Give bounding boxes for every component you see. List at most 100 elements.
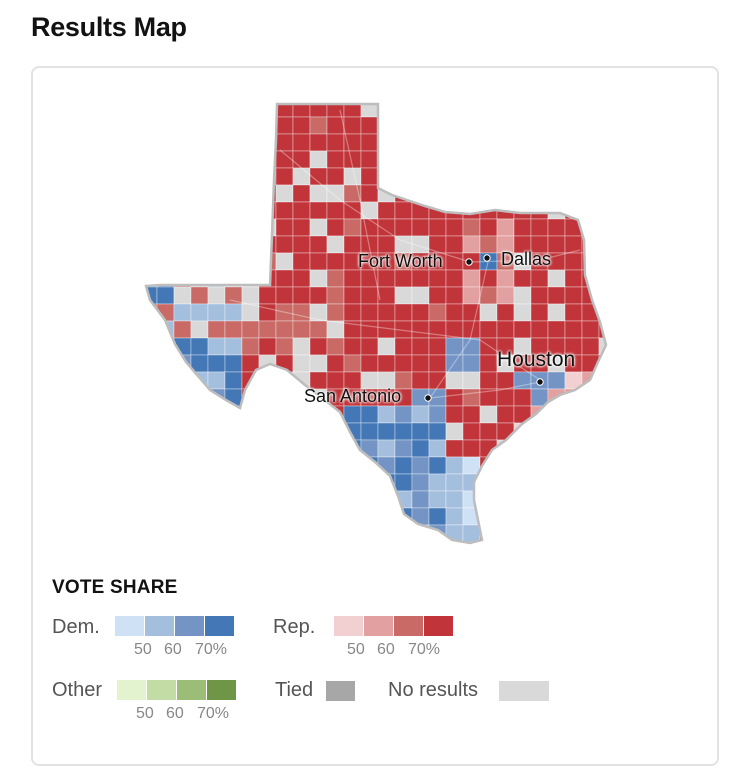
county-cell[interactable] <box>411 371 430 390</box>
county-cell[interactable] <box>598 422 616 441</box>
county-cell[interactable] <box>581 150 600 169</box>
county-cell[interactable] <box>445 439 464 458</box>
county-cell[interactable] <box>411 337 430 356</box>
county-cell[interactable] <box>309 541 328 559</box>
county-cell[interactable] <box>309 116 328 135</box>
county-cell[interactable] <box>292 150 311 169</box>
county-cell[interactable] <box>292 303 311 322</box>
county-cell[interactable] <box>343 167 362 186</box>
county-cell[interactable] <box>513 201 532 220</box>
county-cell[interactable] <box>547 269 566 288</box>
county-cell[interactable] <box>547 422 566 441</box>
county-cell[interactable] <box>564 439 583 458</box>
county-cell[interactable] <box>411 422 430 441</box>
county-cell[interactable] <box>275 337 294 356</box>
county-cell[interactable] <box>140 388 158 407</box>
county-cell[interactable] <box>598 490 616 509</box>
county-cell[interactable] <box>445 150 464 169</box>
county-cell[interactable] <box>564 184 583 203</box>
county-cell[interactable] <box>411 303 430 322</box>
county-cell[interactable] <box>173 116 192 135</box>
county-cell[interactable] <box>292 252 311 271</box>
county-cell[interactable] <box>496 371 515 390</box>
county-cell[interactable] <box>190 167 209 186</box>
county-cell[interactable] <box>581 422 600 441</box>
county-cell[interactable] <box>156 405 175 424</box>
texas-county-map[interactable] <box>0 0 750 733</box>
county-cell[interactable] <box>156 354 175 373</box>
county-cell[interactable] <box>173 490 192 509</box>
county-cell[interactable] <box>513 524 532 543</box>
county-cell[interactable] <box>496 507 515 526</box>
county-cell[interactable] <box>224 167 243 186</box>
county-cell[interactable] <box>581 184 600 203</box>
county-cell[interactable] <box>377 116 396 135</box>
county-cell[interactable] <box>292 133 311 152</box>
county-cell[interactable] <box>564 286 583 305</box>
county-cell[interactable] <box>292 405 311 424</box>
county-cell[interactable] <box>513 320 532 339</box>
county-cell[interactable] <box>140 456 158 475</box>
county-cell[interactable] <box>258 456 277 475</box>
county-cell[interactable] <box>140 354 158 373</box>
county-cell[interactable] <box>326 320 345 339</box>
county-cell[interactable] <box>173 235 192 254</box>
county-cell[interactable] <box>598 524 616 543</box>
county-cell[interactable] <box>411 286 430 305</box>
county-cell[interactable] <box>140 252 158 271</box>
county-cell[interactable] <box>207 337 226 356</box>
county-cell[interactable] <box>377 100 396 118</box>
county-cell[interactable] <box>258 320 277 339</box>
county-cell[interactable] <box>428 286 447 305</box>
county-cell[interactable] <box>190 150 209 169</box>
county-cell[interactable] <box>309 337 328 356</box>
county-cell[interactable] <box>326 252 345 271</box>
county-cell[interactable] <box>377 133 396 152</box>
county-cell[interactable] <box>241 541 260 559</box>
county-cell[interactable] <box>462 371 481 390</box>
county-cell[interactable] <box>156 150 175 169</box>
county-cell[interactable] <box>496 150 515 169</box>
county-cell[interactable] <box>190 201 209 220</box>
county-cell[interactable] <box>190 184 209 203</box>
county-cell[interactable] <box>241 507 260 526</box>
county-cell[interactable] <box>428 405 447 424</box>
county-cell[interactable] <box>581 456 600 475</box>
county-cell[interactable] <box>411 133 430 152</box>
county-cell[interactable] <box>564 269 583 288</box>
county-cell[interactable] <box>360 507 379 526</box>
county-cell[interactable] <box>360 439 379 458</box>
county-cell[interactable] <box>360 422 379 441</box>
county-cell[interactable] <box>173 218 192 237</box>
county-cell[interactable] <box>598 167 616 186</box>
county-cell[interactable] <box>326 184 345 203</box>
county-cell[interactable] <box>241 184 260 203</box>
county-cell[interactable] <box>343 303 362 322</box>
county-cell[interactable] <box>496 473 515 492</box>
county-cell[interactable] <box>309 235 328 254</box>
county-cell[interactable] <box>428 507 447 526</box>
county-cell[interactable] <box>530 541 549 559</box>
county-cell[interactable] <box>207 286 226 305</box>
county-cell[interactable] <box>360 218 379 237</box>
county-cell[interactable] <box>224 490 243 509</box>
county-cell[interactable] <box>581 439 600 458</box>
county-cell[interactable] <box>479 100 498 118</box>
county-cell[interactable] <box>292 184 311 203</box>
county-cell[interactable] <box>140 405 158 424</box>
county-cell[interactable] <box>445 116 464 135</box>
county-cell[interactable] <box>496 439 515 458</box>
county-cell[interactable] <box>190 524 209 543</box>
county-cell[interactable] <box>530 507 549 526</box>
county-cell[interactable] <box>377 354 396 373</box>
county-cell[interactable] <box>360 405 379 424</box>
county-cell[interactable] <box>343 507 362 526</box>
county-cell[interactable] <box>547 507 566 526</box>
county-cell[interactable] <box>309 422 328 441</box>
county-cell[interactable] <box>224 473 243 492</box>
county-cell[interactable] <box>547 167 566 186</box>
county-cell[interactable] <box>292 269 311 288</box>
county-cell[interactable] <box>479 235 498 254</box>
county-cell[interactable] <box>309 100 328 118</box>
county-cell[interactable] <box>598 473 616 492</box>
